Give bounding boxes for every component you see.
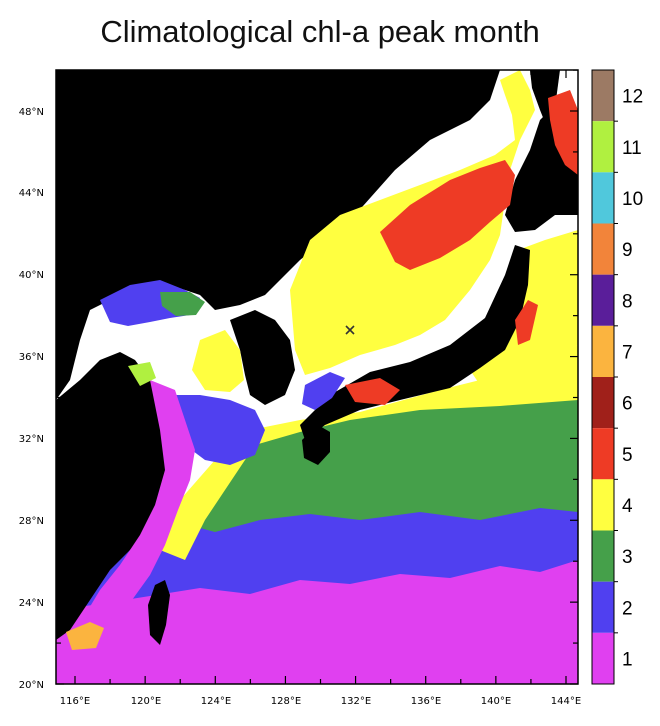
lon-label: 144°E — [551, 696, 581, 707]
colorbar-label: 4 — [622, 496, 633, 517]
land-kyushu — [302, 425, 330, 465]
colorbar-swatch — [592, 274, 614, 326]
colorbar-swatch — [592, 325, 614, 377]
colorbar-swatch — [592, 428, 614, 480]
colorbar-label: 9 — [622, 240, 633, 261]
bohai-month-3 — [160, 292, 205, 316]
seto-month-5 — [345, 378, 400, 405]
colorbar-label: 6 — [622, 394, 633, 415]
lon-label: 140°E — [481, 696, 511, 707]
map-frame — [55, 69, 579, 685]
china-coast-month-11 — [128, 362, 156, 386]
land-china — [56, 352, 170, 640]
colorbar-label: 5 — [622, 445, 633, 466]
lon-label: 132°E — [341, 696, 371, 707]
land-asia-north — [56, 70, 500, 400]
colorbar-swatch — [592, 632, 614, 684]
lat-label: 40°N — [19, 270, 44, 281]
lat-label: 28°N — [19, 516, 44, 527]
yellow-sea-month-4 — [192, 330, 244, 392]
lon-labels: 116°E 120°E 124°E 128°E 132°E 136°E 140°… — [60, 696, 581, 707]
colorbar-swatch — [592, 377, 614, 429]
lat-label: 32°N — [19, 434, 44, 445]
korea-strait-month-2 — [302, 372, 345, 410]
colorbar-swatch — [592, 581, 614, 633]
lat-label: 48°N — [19, 107, 44, 118]
colorbar-label: 8 — [622, 291, 633, 312]
ocean-month-4-south — [160, 345, 578, 560]
china-coast-month-1 — [85, 380, 195, 630]
colorbar-label: 7 — [622, 342, 633, 363]
colorbar-swatch — [592, 121, 614, 173]
chart-title: Climatological chl-a peak month — [100, 14, 540, 49]
axis-ticks — [56, 69, 578, 685]
lon-label: 124°E — [201, 696, 231, 707]
colorbar-swatch — [592, 530, 614, 582]
colorbar-label: 11 — [622, 138, 642, 159]
colorbar-label: 12 — [622, 87, 643, 108]
colorbar-label: 2 — [622, 598, 633, 619]
lon-label: 116°E — [60, 696, 90, 707]
colorbar-swatch — [592, 223, 614, 275]
colorbar-swatch — [592, 70, 614, 122]
east-japan-month-5 — [515, 300, 538, 345]
colorbar-label: 10 — [622, 189, 643, 210]
china-coast-month-7 — [66, 622, 104, 650]
land-taiwan — [148, 580, 170, 645]
lat-label: 24°N — [19, 598, 44, 609]
lon-label: 128°E — [271, 696, 301, 707]
lat-label: 20°N — [19, 680, 44, 691]
land-sakhalin — [530, 70, 560, 130]
lat-label: 44°N — [19, 188, 44, 199]
colorbar-label: 3 — [622, 547, 633, 568]
lon-label: 136°E — [411, 696, 441, 707]
colorbar-label: 1 — [622, 649, 633, 670]
colorbar-swatch — [592, 172, 614, 224]
lat-labels: 48°N 44°N 40°N 36°N 32°N 28°N 24°N 20°N — [19, 107, 44, 691]
lon-label: 120°E — [131, 696, 161, 707]
colorbar-frame — [591, 69, 615, 685]
colorbar-swatch — [592, 479, 614, 531]
sea-of-japan-month-5 — [380, 160, 515, 270]
lat-label: 36°N — [19, 352, 44, 363]
x-marker — [345, 325, 355, 335]
map-area — [56, 70, 578, 684]
colorbar: 12 11 10 9 8 7 6 5 4 3 2 1 — [591, 69, 643, 685]
land-korea — [230, 310, 295, 405]
